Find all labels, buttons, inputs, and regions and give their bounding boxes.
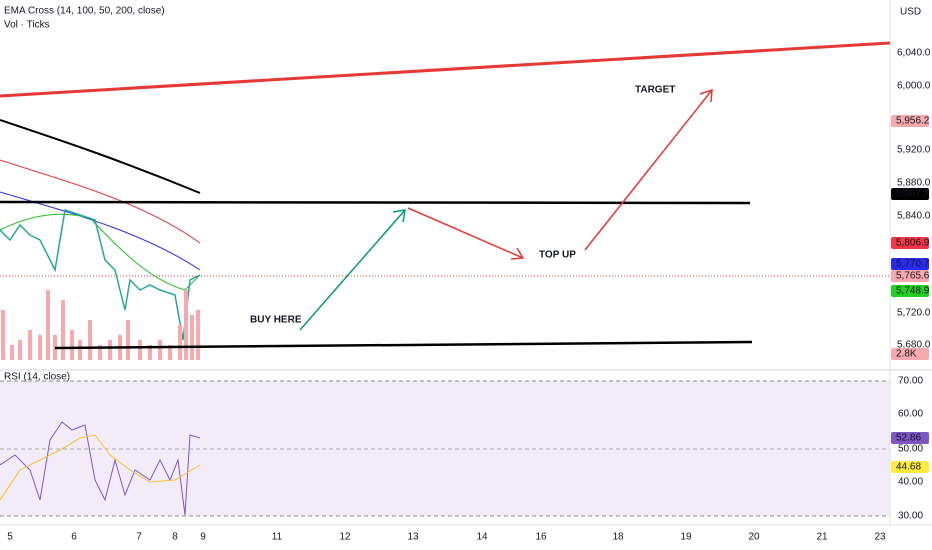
price-path — [0, 209, 201, 341]
price-label-bg — [891, 270, 929, 282]
rsi-tick-label: 60.00 — [898, 409, 923, 420]
price-label: 5,748.9 — [896, 286, 930, 297]
price-tick-label: 5,720.0 — [897, 308, 931, 319]
price-label: 2.8K — [896, 349, 917, 360]
time-tick-label: 7 — [136, 532, 142, 543]
price-label: 5,867.7 — [896, 189, 930, 200]
time-tick-label: 5 — [7, 532, 13, 543]
rsi-tick-label: 30.00 — [898, 511, 923, 522]
price-label-bg — [891, 285, 929, 297]
time-tick-label: 11 — [272, 532, 283, 543]
time-tick-label: 14 — [476, 532, 488, 543]
price-label-bg — [891, 461, 929, 473]
price-label-bg — [891, 348, 929, 360]
rsi-tick-label: 40.00 — [898, 477, 923, 488]
indicator-legend: EMA Cross (14, 100, 50, 200, close) — [4, 6, 165, 17]
support-line — [54, 340, 753, 350]
time-tick-label: 23 — [874, 532, 886, 543]
price-tick-label: 6,000.0 — [897, 81, 931, 92]
time-tick-label: 8 — [172, 532, 178, 543]
price-label: 5,770.7 — [896, 259, 930, 270]
time-tick-label: 18 — [612, 532, 624, 543]
ema-50 — [0, 191, 201, 271]
price-label: 5,806.9 — [896, 238, 930, 249]
price-label-bg — [891, 115, 929, 127]
price-label: 5,956.2 — [896, 116, 930, 127]
time-tick-label: 16 — [535, 532, 547, 543]
price-label-bg — [891, 188, 929, 200]
buy-arrow — [299, 209, 406, 331]
annotation: TARGET — [635, 85, 675, 96]
price-label: 5,765.6 — [896, 271, 930, 282]
ema-100 — [0, 159, 201, 244]
price-label: 52.86 — [896, 433, 921, 444]
currency: USD — [900, 7, 921, 18]
price-label-bg — [891, 432, 929, 444]
time-tick-label: 20 — [748, 532, 760, 543]
time-tick-label: 19 — [680, 532, 692, 543]
time-tick-label: 21 — [816, 532, 828, 543]
target-arrow — [584, 88, 713, 251]
price-tick-label: 5,920.0 — [897, 145, 931, 156]
trend-line — [0, 41, 891, 98]
price-label-bg — [891, 258, 929, 270]
volume-legend: Vol · Ticks — [4, 20, 50, 31]
rsi-line — [0, 421, 201, 516]
ema-14 — [0, 213, 201, 291]
price-tick-label: 5,680.0 — [897, 340, 931, 351]
price-tick-label: 6,040.0 — [897, 48, 931, 59]
time-tick-label: 6 — [71, 532, 77, 543]
volume-bars — [1, 290, 200, 360]
annotation: TOP UP — [539, 250, 576, 261]
rsi-legend: RSI (14, close) — [4, 372, 70, 383]
price-tick-label: 5,840.0 — [897, 211, 931, 222]
price-label-bg — [891, 237, 929, 249]
dip-arrow — [407, 207, 525, 260]
resistance-line — [0, 200, 751, 205]
rsi-tick-label: 70.00 — [898, 376, 923, 387]
ema-200 — [0, 119, 201, 194]
price-label: 44.68 — [896, 462, 921, 473]
time-tick-label: 12 — [339, 532, 351, 543]
rsi-ma-line — [0, 434, 201, 501]
time-tick-label: 13 — [407, 532, 419, 543]
rsi-tick-label: 50.00 — [898, 444, 923, 455]
annotation: BUY HERE — [250, 315, 302, 326]
price-tick-label: 5,880.0 — [897, 178, 931, 189]
time-tick-label: 9 — [200, 532, 206, 543]
